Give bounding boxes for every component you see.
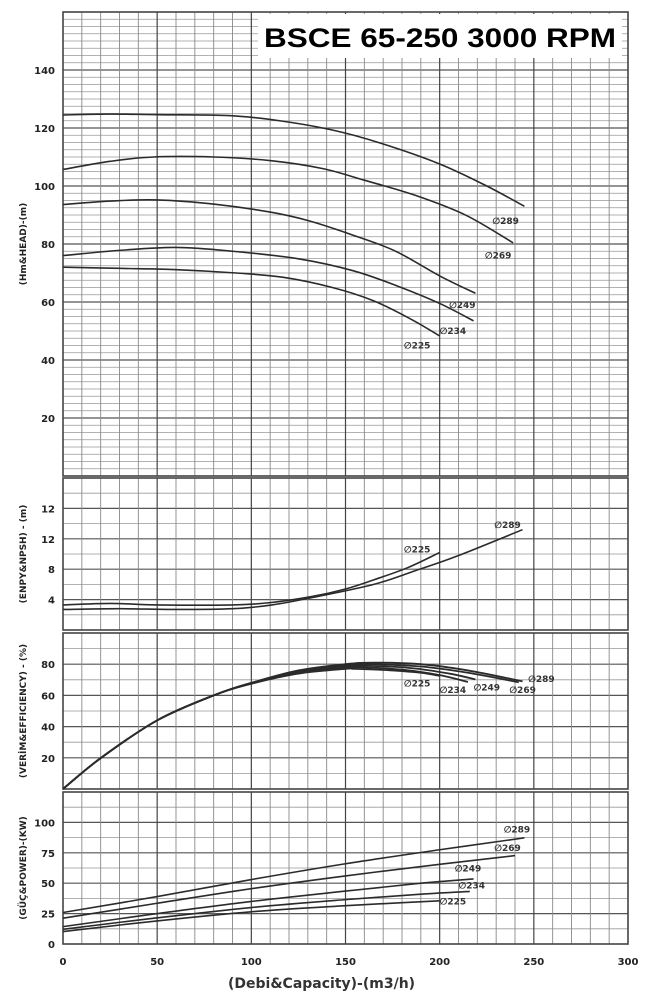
y-tick-label: 100 — [34, 818, 55, 829]
diameter-label: ∅249 — [474, 684, 501, 694]
y-axis-label-head: (Hm&HEAD)-(m) — [19, 203, 29, 285]
diameter-label: ∅269 — [509, 686, 535, 696]
y-tick-label: 140 — [34, 66, 55, 77]
panel-npsh: 4 8 12 12 (ENPY&NPSH) - (m) ∅225 ∅289 — [19, 477, 629, 631]
diameter-label: ∅225 — [404, 680, 431, 690]
curve-power-d269 — [62, 854, 516, 920]
y-tick-label: 100 — [34, 182, 55, 193]
y-tick-label: 12 — [41, 535, 55, 546]
diameter-label: ∅225 — [440, 897, 467, 907]
diameter-label: ∅225 — [404, 342, 431, 352]
y-tick-label: 8 — [48, 565, 55, 576]
y-tick-label: 60 — [41, 691, 55, 702]
x-tick-label: 50 — [150, 957, 164, 968]
curve-efficiency-d225 — [62, 667, 440, 790]
y-axis-label-power: (GÜÇ&POWER)-(KW) — [18, 816, 29, 920]
y-axis-label-efficiency: (VERİM&EFFICIENCY) - (%) — [18, 644, 29, 778]
x-tick-label: 100 — [241, 957, 262, 968]
panel-power: 0 25 50 75 100 (GÜÇ&POWER)-(KW) ∅289 ∅269 ∅249 ∅2… — [18, 791, 629, 951]
y-tick-label: 0 — [48, 940, 55, 951]
curve-npsh-d289 — [62, 528, 523, 611]
panel-border — [62, 632, 629, 790]
y-tick-label: 75 — [41, 849, 55, 860]
y-tick-label: 20 — [41, 754, 55, 765]
panel-border — [62, 791, 629, 945]
curve-head-d225 — [62, 266, 441, 337]
diameter-label: ∅269 — [485, 252, 512, 262]
diameter-label: ∅249 — [455, 865, 482, 875]
curve-power-d289 — [62, 837, 525, 914]
title-box: BSCE 65-250 3000 RPM — [258, 14, 622, 58]
y-axis-label-npsh: (ENPY&NPSH) - (m) — [19, 505, 29, 604]
curve-head-d269 — [62, 155, 514, 244]
diameter-label: ∅249 — [449, 301, 476, 311]
curve-head-d234 — [62, 246, 474, 322]
y-tick-label: 25 — [41, 910, 55, 921]
curve-head-d249 — [62, 198, 476, 295]
x-tick-label: 300 — [618, 957, 639, 968]
panel-border — [62, 477, 629, 631]
diameter-label: ∅269 — [494, 844, 521, 854]
panel-efficiency: 20 40 60 80 (VERİM&EFFICIENCY) - (%) ∅289∅269… — [18, 632, 629, 790]
x-tick-label: 0 — [60, 957, 67, 968]
x-tick-label: 150 — [335, 957, 356, 968]
x-axis-label: (Debi&Capacity)-(m3/h) — [228, 976, 415, 992]
y-tick-label: 40 — [41, 723, 55, 734]
curve-head-d289 — [62, 113, 525, 208]
x-tick-label: 250 — [523, 957, 544, 968]
curve-power-d225 — [62, 900, 440, 933]
curve-npsh-d225 — [62, 551, 441, 606]
diameter-label: ∅234 — [440, 686, 467, 696]
y-tick-label: 80 — [41, 660, 55, 671]
diameter-label: ∅234 — [459, 882, 486, 892]
panel-head: 20 40 60 80 100 120 140 (Hm&HEAD)-(m) ∅289 ∅269 ∅2… — [19, 11, 629, 477]
chart-title: BSCE 65-250 3000 RPM — [264, 23, 616, 53]
y-tick-label: 12 — [41, 504, 55, 515]
y-tick-label: 60 — [41, 298, 55, 309]
diameter-label: ∅289 — [492, 217, 519, 227]
diameter-label: ∅225 — [404, 545, 431, 555]
y-tick-label: 4 — [48, 596, 55, 607]
y-tick-label: 20 — [41, 414, 55, 425]
x-tick-label: 200 — [429, 957, 450, 968]
y-tick-label: 40 — [41, 356, 55, 367]
y-tick-label: 120 — [34, 124, 55, 135]
diameter-label: ∅289 — [504, 826, 531, 836]
diameter-label: ∅289 — [528, 675, 555, 685]
curve-efficiency-d289 — [62, 661, 523, 790]
y-tick-label: 80 — [41, 240, 55, 251]
panel-border — [62, 11, 629, 477]
diameter-label: ∅234 — [440, 327, 467, 337]
y-tick-label: 50 — [41, 879, 55, 890]
curve-power-d234 — [62, 890, 470, 931]
curve-power-d249 — [62, 878, 474, 928]
diameter-label: ∅289 — [494, 521, 521, 531]
